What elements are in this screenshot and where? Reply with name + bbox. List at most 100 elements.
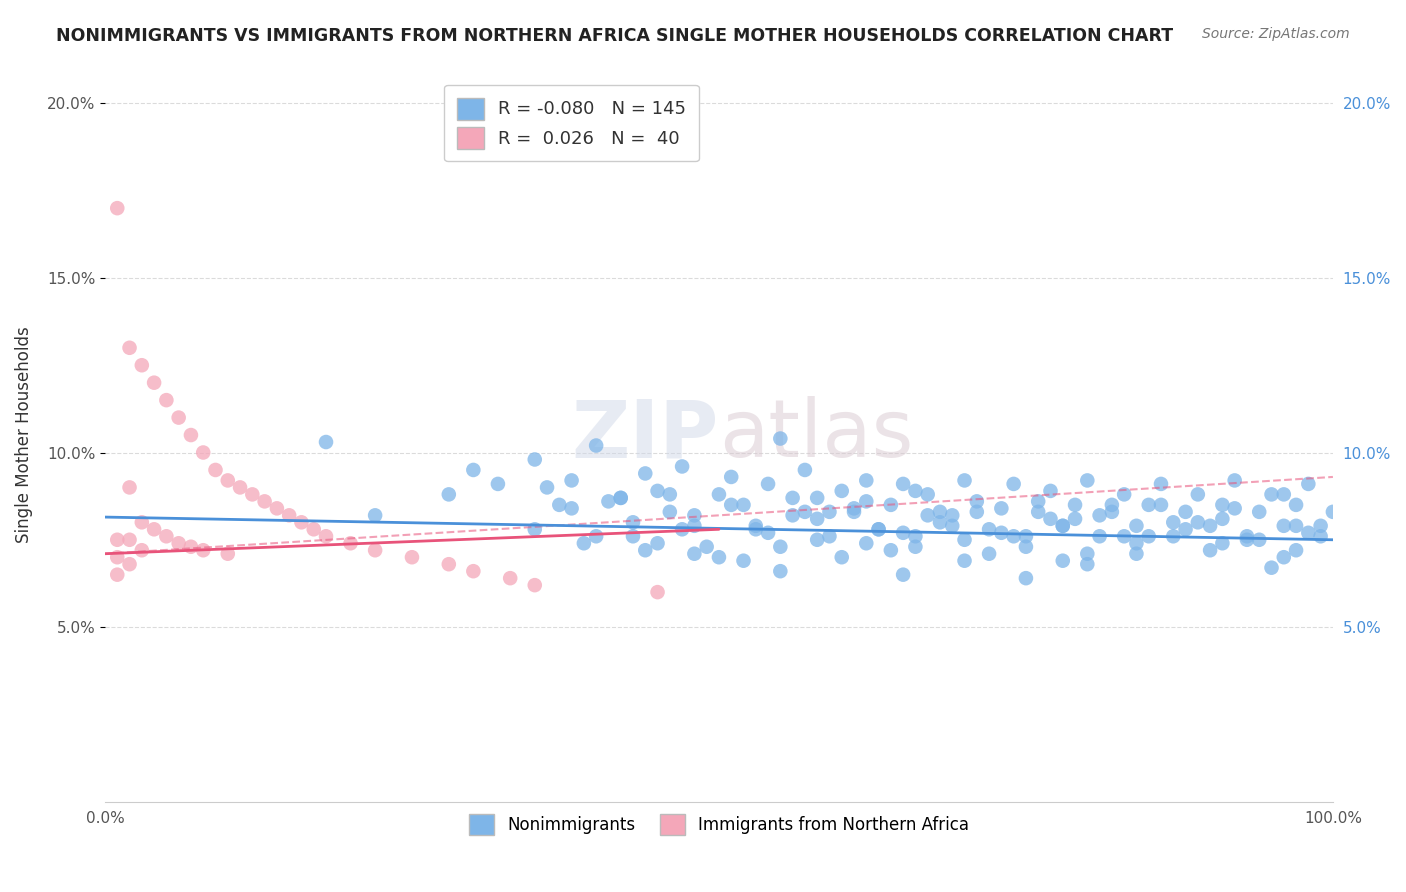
Point [131,543,153,558]
Point [1114,529,1136,543]
Point [401,550,423,565]
Point [1260,560,1282,574]
Point [782,508,804,523]
Point [1125,536,1147,550]
Point [683,547,706,561]
Point [118,558,141,572]
Point [769,564,792,578]
Point [1236,533,1258,547]
Point [904,529,927,543]
Point [1236,529,1258,543]
Point [143,522,166,536]
Point [769,432,792,446]
Point [523,578,546,592]
Point [855,536,877,550]
Point [831,483,853,498]
Point [1076,558,1098,572]
Point [1272,518,1295,533]
Point [180,540,202,554]
Point [793,505,815,519]
Point [253,494,276,508]
Point [1039,512,1062,526]
Point [1150,498,1173,512]
Point [118,341,141,355]
Y-axis label: Single Mother Households: Single Mother Households [15,326,32,543]
Point [499,571,522,585]
Point [1052,518,1074,533]
Point [1064,498,1087,512]
Point [745,522,768,536]
Point [941,518,963,533]
Point [1223,501,1246,516]
Point [707,550,730,565]
Text: NONIMMIGRANTS VS IMMIGRANTS FROM NORTHERN AFRICA SINGLE MOTHER HOUSEHOLDS CORREL: NONIMMIGRANTS VS IMMIGRANTS FROM NORTHER… [56,27,1174,45]
Point [315,529,337,543]
Point [1039,483,1062,498]
Point [1211,498,1233,512]
Point [831,550,853,565]
Point [929,505,952,519]
Point [364,543,387,558]
Point [548,498,571,512]
Point [143,376,166,390]
Point [437,487,460,501]
Point [1272,487,1295,501]
Point [1052,554,1074,568]
Point [891,477,914,491]
Point [105,550,128,565]
Point [240,487,263,501]
Point [1026,494,1049,508]
Point [217,474,239,488]
Point [904,483,927,498]
Point [806,512,828,526]
Point [868,522,890,536]
Point [1150,477,1173,491]
Point [167,536,190,550]
Point [977,522,1000,536]
Point [302,522,325,536]
Point [1322,505,1344,519]
Point [1052,518,1074,533]
Point [842,501,865,516]
Point [1298,477,1320,491]
Point [671,522,693,536]
Point [977,547,1000,561]
Point [1125,518,1147,533]
Point [1249,505,1271,519]
Point [720,470,742,484]
Point [1125,547,1147,561]
Point [756,525,779,540]
Point [339,536,361,550]
Point [486,477,509,491]
Point [193,543,215,558]
Point [880,543,903,558]
Point [1272,550,1295,565]
Point [855,494,877,508]
Point [621,516,644,530]
Point [1298,525,1320,540]
Point [818,529,841,543]
Point [1211,536,1233,550]
Point [929,516,952,530]
Point [806,533,828,547]
Point [1015,540,1038,554]
Point [953,554,976,568]
Point [683,518,706,533]
Point [855,474,877,488]
Point [658,487,681,501]
Point [769,540,792,554]
Point [966,494,988,508]
Point [720,498,742,512]
Point [647,483,669,498]
Point [842,505,865,519]
Point [1174,522,1197,536]
Point [941,508,963,523]
Point [1026,505,1049,519]
Point [290,516,312,530]
Point [1309,518,1331,533]
Point [1199,543,1222,558]
Point [990,525,1012,540]
Point [756,477,779,491]
Point [621,529,644,543]
Point [523,522,546,536]
